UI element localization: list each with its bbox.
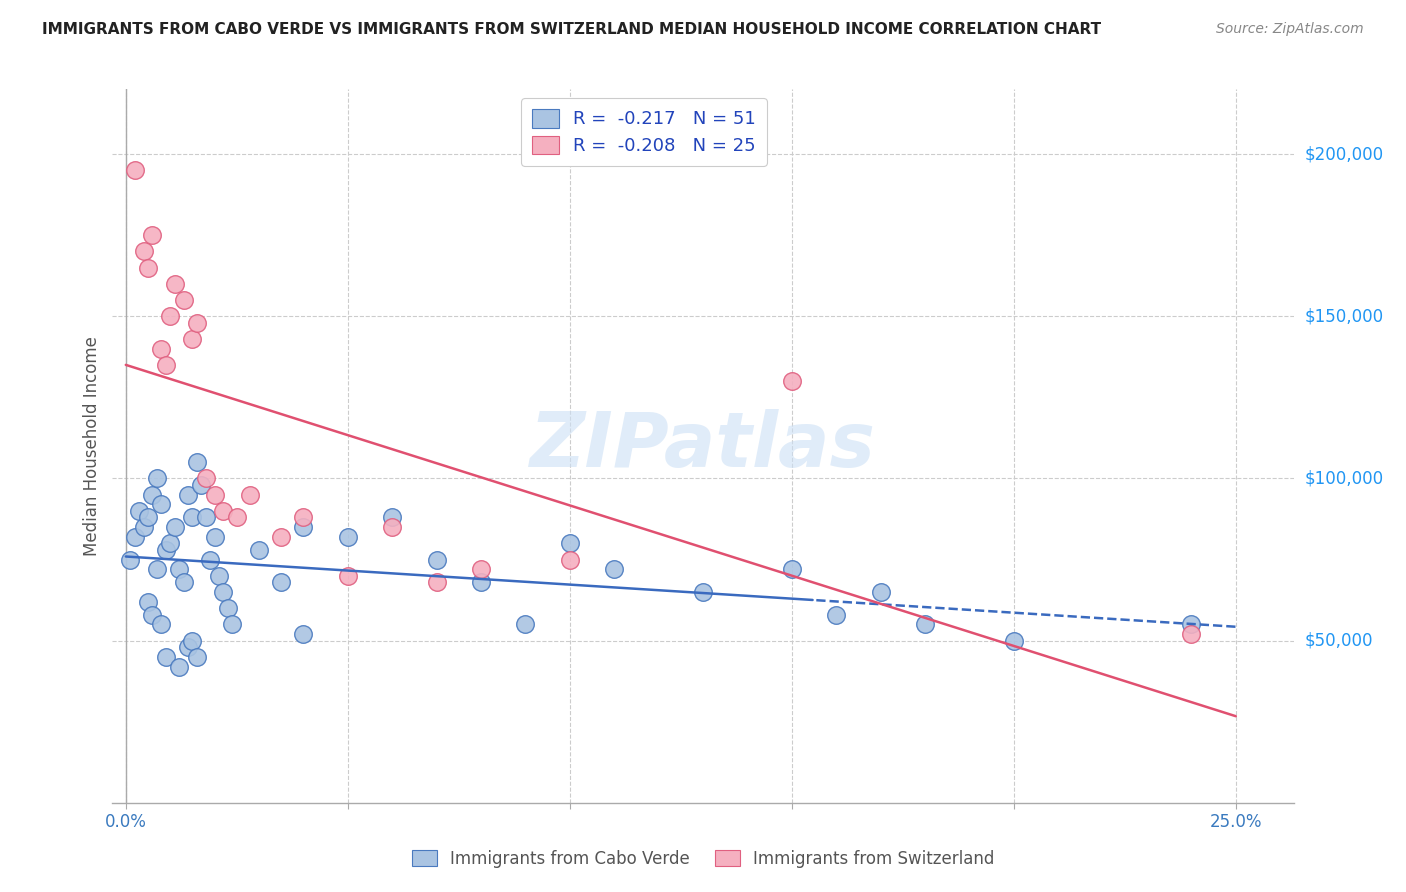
Point [136, 595, 159, 609]
Point [120, 552, 142, 566]
Point [869, 585, 891, 599]
Point [692, 585, 714, 599]
Point [159, 310, 181, 324]
Legend: Immigrants from Cabo Verde, Immigrants from Switzerland: Immigrants from Cabo Verde, Immigrants f… [405, 844, 1001, 875]
Point [159, 536, 181, 550]
Point [132, 244, 155, 259]
Point [426, 575, 449, 590]
Point [136, 510, 159, 524]
Point [914, 617, 936, 632]
Point [146, 562, 169, 576]
Point [128, 504, 150, 518]
Point [825, 607, 848, 622]
Point [212, 585, 235, 599]
Point [186, 649, 208, 664]
Point [780, 374, 803, 388]
Point [247, 542, 270, 557]
Point [167, 659, 190, 673]
Point [132, 520, 155, 534]
Point [515, 617, 537, 632]
Point [204, 530, 226, 544]
Point [336, 568, 359, 582]
Point [141, 488, 163, 502]
Point [194, 471, 217, 485]
Point [155, 358, 177, 372]
Text: ZIPatlas: ZIPatlas [530, 409, 876, 483]
Point [1180, 617, 1202, 632]
Point [603, 562, 626, 576]
Point [146, 471, 169, 485]
Point [221, 617, 243, 632]
Point [558, 536, 581, 550]
Point [167, 562, 190, 576]
Point [270, 530, 292, 544]
Point [381, 520, 404, 534]
Point [470, 562, 492, 576]
Text: Source: ZipAtlas.com: Source: ZipAtlas.com [1216, 22, 1364, 37]
Point [558, 552, 581, 566]
Point [212, 504, 235, 518]
Point [124, 163, 146, 178]
Point [225, 510, 247, 524]
Point [150, 497, 173, 511]
Text: $200,000: $200,000 [1305, 145, 1384, 163]
Point [270, 575, 292, 590]
Point [292, 520, 315, 534]
Point [239, 488, 262, 502]
Point [208, 568, 231, 582]
Point [190, 478, 212, 492]
Y-axis label: Median Household Income: Median Household Income [83, 336, 101, 556]
Text: $50,000: $50,000 [1305, 632, 1374, 649]
Point [292, 627, 315, 641]
Point [336, 530, 359, 544]
Point [186, 316, 208, 330]
Point [1180, 627, 1202, 641]
Point [1002, 633, 1025, 648]
Point [173, 293, 195, 307]
Point [204, 488, 226, 502]
Text: $100,000: $100,000 [1305, 469, 1384, 487]
Point [292, 510, 315, 524]
Point [198, 552, 221, 566]
Point [186, 455, 208, 469]
Point [155, 542, 177, 557]
Point [124, 530, 146, 544]
Point [163, 520, 186, 534]
Point [217, 601, 239, 615]
Legend: R =  -0.217   N = 51, R =  -0.208   N = 25: R = -0.217 N = 51, R = -0.208 N = 25 [522, 98, 766, 166]
Point [181, 633, 204, 648]
Point [141, 607, 163, 622]
Point [181, 510, 204, 524]
Point [426, 552, 449, 566]
Point [173, 575, 195, 590]
Point [470, 575, 492, 590]
Point [780, 562, 803, 576]
Point [381, 510, 404, 524]
Point [136, 260, 159, 275]
Point [150, 617, 173, 632]
Point [177, 640, 200, 654]
Point [181, 332, 204, 346]
Point [155, 649, 177, 664]
Text: IMMIGRANTS FROM CABO VERDE VS IMMIGRANTS FROM SWITZERLAND MEDIAN HOUSEHOLD INCOM: IMMIGRANTS FROM CABO VERDE VS IMMIGRANTS… [42, 22, 1101, 37]
Point [163, 277, 186, 291]
Text: $150,000: $150,000 [1305, 307, 1384, 326]
Point [141, 228, 163, 243]
Point [194, 510, 217, 524]
Point [177, 488, 200, 502]
Point [150, 342, 173, 356]
